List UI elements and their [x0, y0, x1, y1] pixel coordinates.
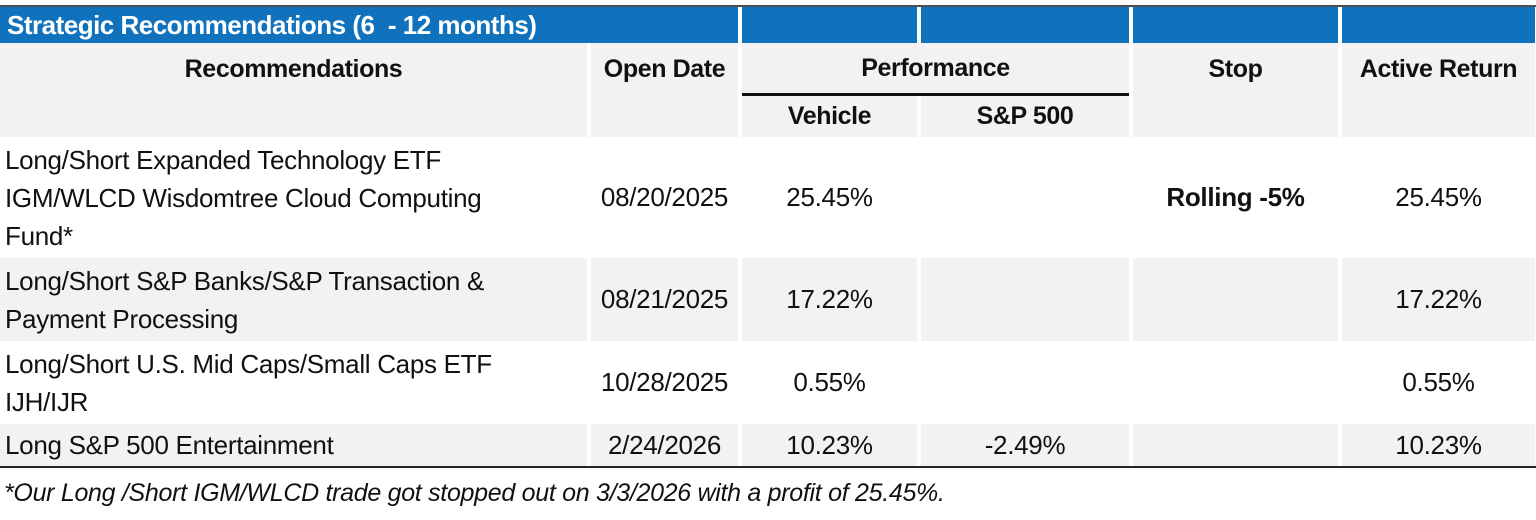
table-row: Long/Short U.S. Mid Caps/Small Caps ETF … [0, 341, 1536, 424]
open-date-cell: 08/20/2025 [600, 182, 729, 212]
title-band: Strategic Recommendations (6 - 12 months… [0, 7, 1536, 43]
recommendation-cell: Long/Short U.S. Mid Caps/Small Caps ETF … [0, 341, 587, 424]
recommendations-column-header: Recommendations [184, 55, 403, 83]
performance-column-header: Performance [742, 43, 1129, 93]
table-row: Long S&P 500 Entertainment 2/24/2026 10.… [0, 424, 1536, 466]
performance-subheader-row: Vehicle S&P 500 [742, 96, 1129, 137]
vehicle-performance-cell: 25.45% [786, 182, 873, 212]
header-cell-active-return: Active Return [1342, 43, 1535, 137]
active-return-column-header: Active Return [1359, 55, 1518, 83]
title-band-segment-stop [1133, 7, 1338, 43]
vehicle-performance-cell: 17.22% [742, 258, 917, 341]
vehicle-column-header: Vehicle [742, 96, 917, 137]
sp500-performance-cell [921, 258, 1129, 341]
recommendation-text: Long/Short S&P Banks/S&P Transaction & P… [5, 265, 485, 334]
open-date-column-header: Open Date [603, 55, 726, 83]
top-margin [0, 0, 1536, 5]
sp500-performance-cell: -2.49% [921, 424, 1129, 466]
active-return-cell: 0.55% [1402, 367, 1475, 397]
title-band-segment-sp500 [921, 7, 1129, 43]
sp500-column-header: S&P 500 [921, 96, 1129, 137]
title-band-segment-vehicle [742, 7, 917, 43]
stop-cell [1133, 341, 1338, 424]
title-cell: Strategic Recommendations (6 - 12 months… [0, 7, 738, 43]
recommendation-text: Long/Short U.S. Mid Caps/Small Caps ETF … [5, 348, 492, 417]
stop-cell: Rolling -5% [1166, 182, 1305, 212]
open-date-cell: 08/21/2025 [591, 258, 738, 341]
table-row: Long/Short S&P Banks/S&P Transaction & P… [0, 258, 1536, 341]
recommendation-cell: Long/Short Expanded Technology ETF IGM/W… [0, 137, 587, 258]
recommendation-cell: Long/Short S&P Banks/S&P Transaction & P… [0, 258, 587, 341]
header-cell-stop: Stop [1133, 43, 1338, 137]
active-return-cell: 10.23% [1342, 424, 1535, 466]
sp500-performance-cell [921, 341, 1129, 424]
stop-cell [1133, 258, 1338, 341]
table-title: Strategic Recommendations (6 - 12 months… [7, 9, 537, 40]
open-date-cell: 2/24/2026 [591, 424, 738, 466]
recommendation-text: Long/Short Expanded Technology ETF IGM/W… [5, 144, 482, 251]
open-date-cell: 10/28/2025 [600, 367, 729, 397]
title-band-segment-active-return [1342, 7, 1535, 43]
sp500-performance-cell [921, 137, 1129, 258]
table-top-border [0, 5, 1536, 7]
active-return-cell: 17.22% [1342, 258, 1535, 341]
active-return-cell: 25.45% [1395, 182, 1482, 212]
stop-cell [1133, 424, 1338, 466]
table-row: Long/Short Expanded Technology ETF IGM/W… [0, 137, 1536, 258]
vehicle-performance-cell: 10.23% [742, 424, 917, 466]
vehicle-performance-cell: 0.55% [793, 367, 866, 397]
header-group-performance: Performance Vehicle S&P 500 [742, 43, 1129, 137]
header-cell-open-date: Open Date [591, 43, 738, 137]
stop-column-header: Stop [1208, 55, 1263, 83]
footnote: *Our Long /Short IGM/WLCD trade got stop… [4, 479, 945, 507]
recommendation-cell: Long S&P 500 Entertainment [0, 424, 587, 466]
column-header-row: Recommendations Open Date Performance Ve… [0, 43, 1536, 137]
performance-underline [742, 93, 1129, 96]
header-cell-recommendations: Recommendations [0, 43, 587, 137]
recommendation-text: Long S&P 500 Entertainment [5, 430, 334, 460]
table-bottom-border [0, 466, 1536, 468]
